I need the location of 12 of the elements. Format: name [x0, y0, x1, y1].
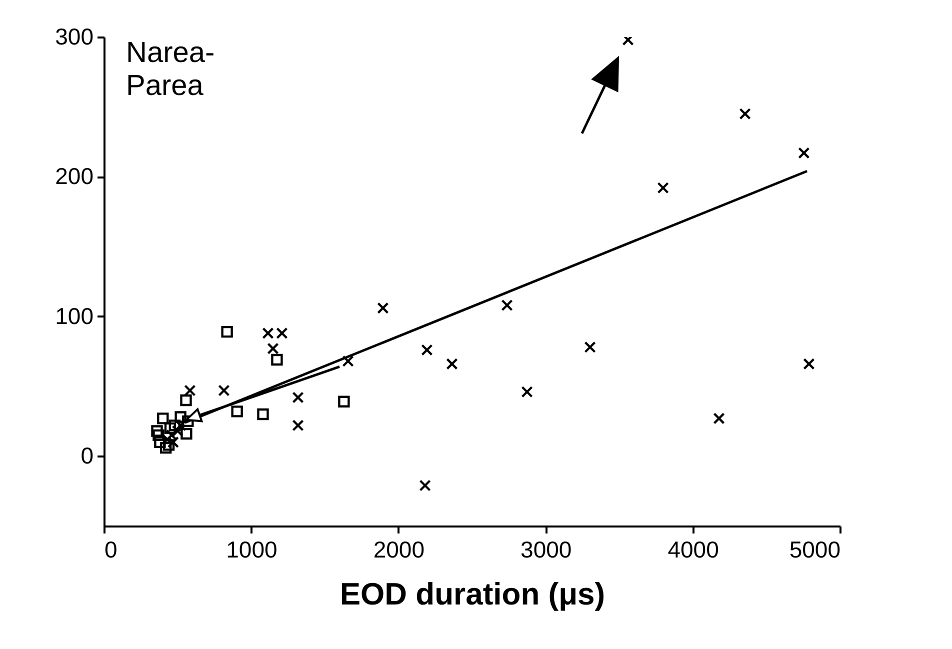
x-tick-label: 5000 — [789, 536, 840, 562]
y-tick-label: 300 — [55, 24, 94, 50]
x-tick-label: 3000 — [520, 536, 572, 562]
x-tick-label: 1000 — [226, 536, 278, 562]
x-tick-label: 0 — [104, 536, 118, 562]
x-tick-label: 4000 — [668, 536, 719, 562]
x-axis-title: EOD duration (μs) — [340, 576, 606, 612]
annotation: Narea- Parea — [126, 37, 215, 102]
y-tick-label: 200 — [55, 163, 94, 190]
y-tick-label: 0 — [80, 442, 94, 469]
y-tick-label: 100 — [55, 302, 94, 329]
x-tick-label: 2000 — [373, 536, 424, 562]
